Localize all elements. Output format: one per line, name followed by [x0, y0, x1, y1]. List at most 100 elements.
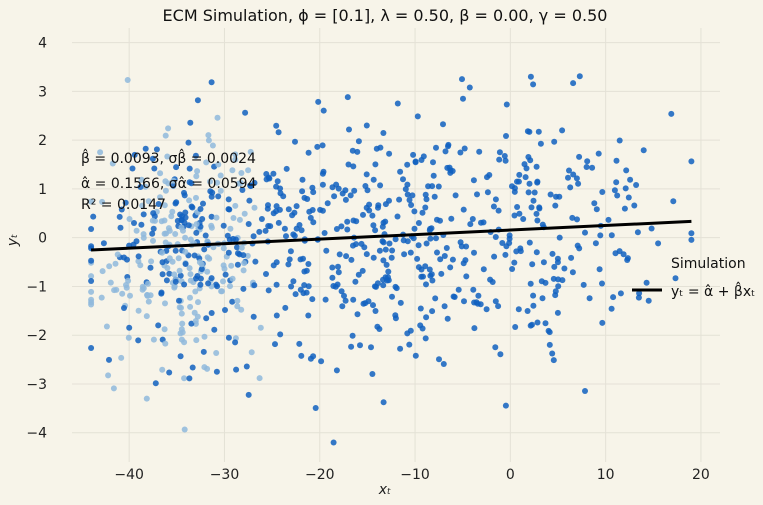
alpha-annotation: α̂ = 0.1566, σα̂ = 0.0594 [81, 176, 257, 192]
scatter-point [291, 209, 298, 216]
scatter-point [181, 426, 188, 433]
scatter-point [187, 303, 194, 310]
scatter-point [419, 325, 426, 332]
scatter-point [166, 227, 173, 234]
scatter-point [443, 245, 450, 251]
beta-annotation: β̂ = 0.0093, σβ̂ = 0.0024 [81, 148, 256, 167]
scatter-point [197, 206, 204, 212]
scatter-point [613, 179, 620, 186]
scatter-point [121, 305, 127, 311]
scatter-point [181, 189, 187, 196]
scatter-point [159, 366, 166, 373]
scatter-point [335, 185, 342, 192]
scatter-point [614, 192, 621, 199]
scatter-point [256, 375, 263, 382]
legend: Simulation yₜ = α̂ + β̂xₜ [632, 256, 755, 300]
scatter-point [199, 216, 206, 222]
scatter-point [444, 315, 451, 322]
scatter-point [499, 240, 506, 246]
scatter-point [457, 149, 464, 156]
scatter-point [273, 208, 280, 215]
scatter-point [206, 255, 213, 262]
scatter-point [165, 180, 172, 187]
scatter-point [202, 232, 209, 239]
scatter-point [112, 260, 119, 267]
scatter-point [433, 144, 439, 151]
scatter-point [213, 368, 220, 375]
scatter-point [173, 164, 180, 171]
scatter-point [296, 340, 303, 347]
scatter-point [106, 356, 112, 363]
scatter-point [351, 187, 358, 194]
scatter-point [360, 211, 366, 218]
scatter-point [161, 217, 168, 224]
scatter-point [293, 203, 300, 210]
scatter-point [463, 273, 470, 280]
scatter-point [595, 150, 602, 157]
scatter-point [333, 367, 340, 374]
scatter-point [502, 402, 509, 409]
scatter-point [531, 189, 538, 196]
y-tick-label: −2 [26, 328, 47, 344]
scatter-point [643, 279, 650, 286]
scatter-point [90, 213, 97, 220]
scatter-point [319, 181, 326, 188]
scatter-point [283, 165, 290, 172]
scatter-point [244, 252, 251, 259]
scatter-point [147, 292, 154, 299]
scatter-point [196, 259, 203, 266]
scatter-point [140, 285, 147, 292]
scatter-point [429, 308, 436, 315]
scatter-point [608, 232, 615, 239]
scatter-point [440, 361, 447, 367]
scatter-point [287, 248, 294, 255]
scatter-point [281, 225, 288, 232]
scatter-point [576, 73, 583, 80]
chart-title: ECM Simulation, ϕ = [0.1], λ = 0.50, β =… [163, 6, 608, 25]
scatter-point [379, 223, 386, 230]
scatter-point [455, 286, 462, 293]
scatter-point [122, 199, 129, 206]
scatter-point [256, 228, 263, 235]
scatter-point [437, 256, 444, 263]
scatter-point [343, 253, 350, 260]
scatter-point [345, 161, 352, 168]
scatter-point [186, 165, 193, 172]
scatter-point [198, 266, 205, 273]
scatter-point [265, 287, 272, 294]
scatter-point [164, 153, 171, 160]
scatter-point [109, 160, 116, 167]
scatter-point [291, 232, 298, 239]
scatter-point [142, 183, 149, 190]
scatter-point [533, 249, 540, 256]
scatter-point [440, 121, 446, 128]
scatter-point [214, 114, 221, 121]
scatter-point [157, 170, 164, 177]
scatter-point [220, 278, 226, 285]
scatter-point [129, 165, 136, 172]
scatter-point [540, 259, 547, 266]
scatter-point [312, 405, 319, 411]
scatter-point [470, 177, 477, 184]
scatter-point [220, 222, 227, 229]
scatter-point [305, 312, 312, 319]
scatter-point [232, 151, 239, 158]
scatter-point [515, 306, 522, 313]
scatter-point [194, 97, 201, 104]
scatter-point [238, 244, 245, 251]
scatter-point [177, 272, 184, 279]
scatter-point [142, 145, 149, 152]
scatter-point [214, 283, 221, 290]
scatter-point [194, 168, 201, 175]
scatter-point [185, 222, 192, 229]
scatter-point [185, 139, 192, 146]
scatter-point [648, 225, 655, 232]
scatter-point [97, 149, 104, 156]
scatter-point [267, 223, 274, 230]
scatter-point [411, 225, 418, 232]
scatter-point [534, 319, 541, 326]
scatter-point [178, 336, 185, 343]
scatter-point [511, 212, 518, 219]
scatter-point [370, 176, 377, 183]
scatter-point [372, 308, 379, 314]
